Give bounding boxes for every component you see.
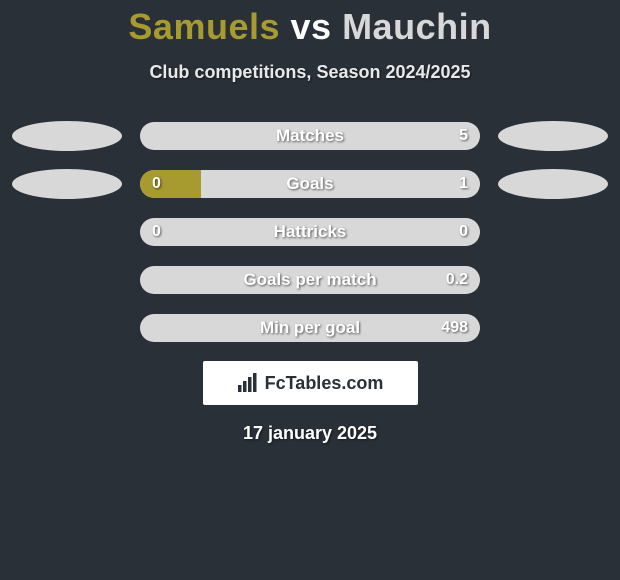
logo-box: FcTables.com [203,361,418,405]
comparison-infographic: Samuels vs Mauchin Club competitions, Se… [0,0,620,444]
stat-row: Goals per match0.2 [0,265,620,295]
right-ellipse [498,313,608,343]
stat-label: Min per goal [140,314,480,342]
left-ellipse [12,169,122,199]
stat-value-left: 0 [152,170,161,198]
right-ellipse [498,217,608,247]
stat-row: Matches5 [0,121,620,151]
stat-bar: Matches5 [140,122,480,150]
stat-value-right: 5 [459,122,468,150]
logo: FcTables.com [237,373,384,394]
vs-separator: vs [291,6,332,47]
subtitle: Club competitions, Season 2024/2025 [0,62,620,83]
stat-value-left: 0 [152,218,161,246]
page-title: Samuels vs Mauchin [0,6,620,48]
logo-text: FcTables.com [265,373,384,394]
stat-bar: 0Hattricks0 [140,218,480,246]
left-ellipse [12,121,122,151]
stat-row: Min per goal498 [0,313,620,343]
stat-label: Hattricks [140,218,480,246]
player2-name: Mauchin [342,6,492,47]
stat-bar-fill [140,170,201,198]
bars-icon [237,373,259,393]
stat-value-right: 498 [441,314,468,342]
stat-bar: Goals per match0.2 [140,266,480,294]
left-ellipse [12,217,122,247]
right-ellipse [498,169,608,199]
stat-value-right: 0 [459,218,468,246]
left-ellipse [12,313,122,343]
left-ellipse [12,265,122,295]
stat-row: 0Hattricks0 [0,217,620,247]
stat-label: Matches [140,122,480,150]
stat-value-right: 0.2 [446,266,468,294]
stat-row: 0Goals1 [0,169,620,199]
right-ellipse [498,121,608,151]
date-label: 17 january 2025 [0,423,620,444]
player1-name: Samuels [128,6,280,47]
stat-value-right: 1 [459,170,468,198]
stats-rows: Matches50Goals10Hattricks0Goals per matc… [0,121,620,343]
right-ellipse [498,265,608,295]
stat-label: Goals per match [140,266,480,294]
stat-bar: 0Goals1 [140,170,480,198]
stat-bar: Min per goal498 [140,314,480,342]
